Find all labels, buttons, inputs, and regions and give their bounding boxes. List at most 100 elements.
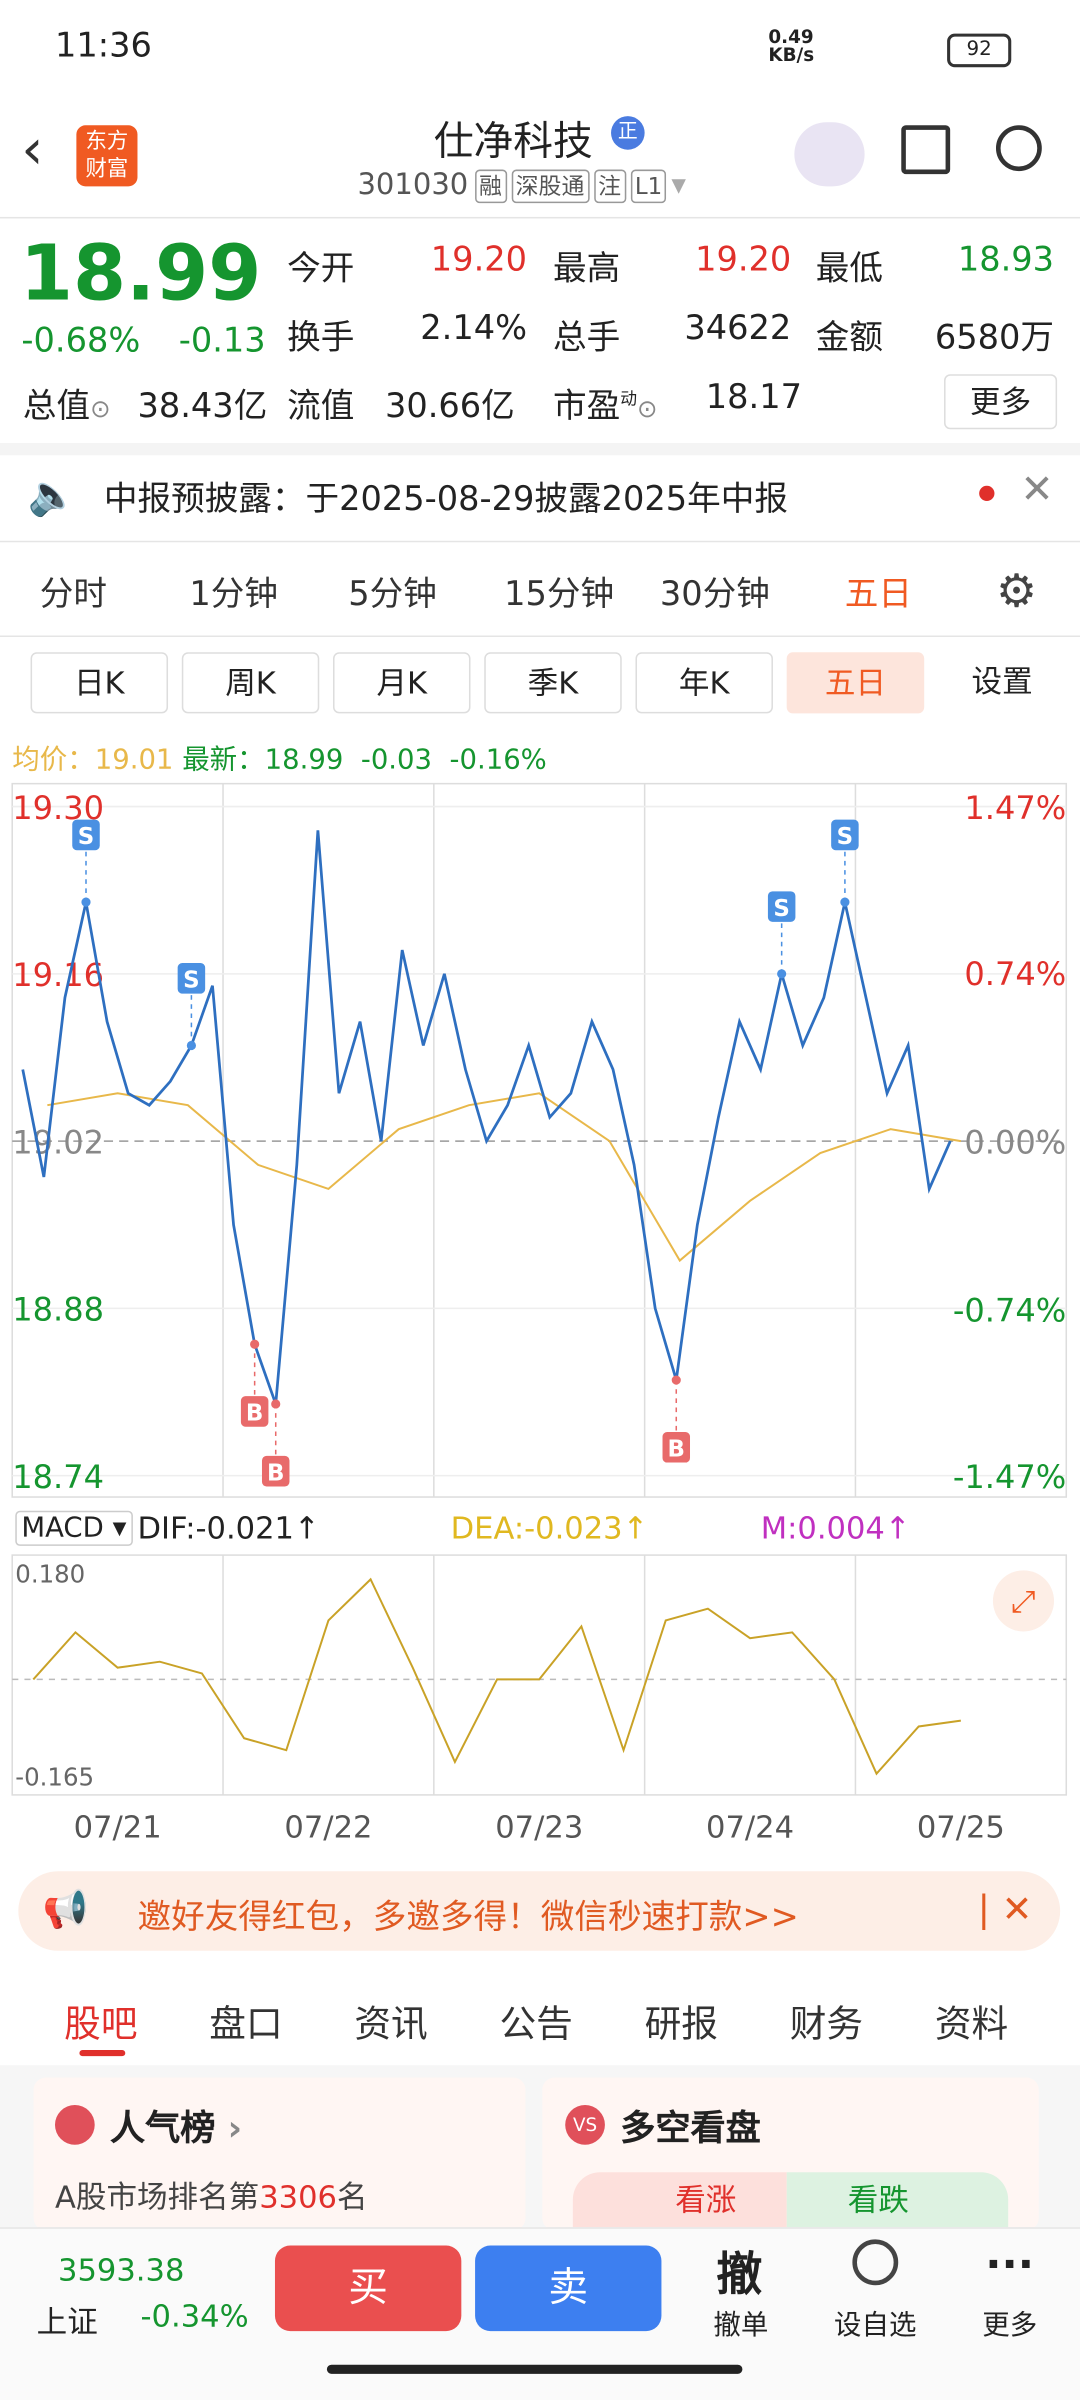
speed-unit: KB/s <box>768 44 815 66</box>
close-notice[interactable]: ✕ <box>1020 467 1054 514</box>
x-tick-label: 07/21 <box>74 1811 162 1846</box>
m-value: M:0.004↑ <box>760 1509 911 1546</box>
sell-button[interactable]: 卖 <box>475 2245 662 2332</box>
cancel-icon[interactable]: 撤 <box>716 2248 763 2303</box>
pe-sup: 动 <box>620 389 638 409</box>
section-tab[interactable]: 公告 <box>499 2002 573 2046</box>
period-tab[interactable]: 分时 <box>39 575 107 615</box>
index-value: 3593.38 <box>58 2251 185 2289</box>
more-button[interactable]: 更多 <box>944 374 1058 430</box>
section-tab[interactable]: 财务 <box>789 2002 864 2046</box>
y2-tick-label: -1.47% <box>953 1458 1066 1496</box>
watch-label[interactable]: 设自选 <box>834 2309 917 2342</box>
code-row: 301030 融深股通注 L1 ▾ <box>357 168 686 204</box>
tag: 注 <box>593 169 626 204</box>
section-tab[interactable]: 资料 <box>934 2002 1009 2046</box>
tab-underline <box>79 2050 126 2057</box>
last-price: 18.99 <box>19 229 262 318</box>
watch-icon[interactable] <box>852 2239 899 2286</box>
notice[interactable]: 中报预披露：于2025-08-29披露2025年中报 <box>103 481 788 520</box>
trade-label: S <box>837 824 854 850</box>
y-tick-label: 18.88 <box>12 1291 104 1329</box>
trade-badge <box>177 963 206 994</box>
y2-tick-label: 0.00% <box>964 1123 1066 1161</box>
trade-point <box>777 969 787 979</box>
dea: DEA:-0.023↑ <box>450 1509 649 1546</box>
kline-tab[interactable]: 五日 <box>786 652 925 714</box>
close-banner[interactable]: | ✕ <box>977 1888 1033 1931</box>
avg-label: 均价： <box>12 743 95 777</box>
field-label: 今开 <box>287 250 355 289</box>
tag: L1 <box>630 169 667 204</box>
index-name: 上证 <box>36 2303 98 2341</box>
period-tab[interactable]: 五日 <box>844 575 912 615</box>
macd-tick-label: 0.180 <box>15 1560 85 1589</box>
share-icon[interactable] <box>901 125 951 175</box>
trade-label: B <box>267 1460 284 1486</box>
section-tab[interactable]: 盘口 <box>209 2002 283 2046</box>
last: 18.99 <box>264 743 344 777</box>
period-tab[interactable]: 30分钟 <box>659 575 770 615</box>
rank-title-text: 人气榜 <box>109 2109 216 2150</box>
tag: 深股通 <box>511 169 589 204</box>
kline-tab[interactable]: 日K <box>30 652 169 714</box>
banner[interactable] <box>18 1871 1061 1951</box>
more-icon[interactable]: ··· <box>985 2239 1035 2290</box>
rank-unit: 名 <box>336 2178 368 2215</box>
x-tick-label: 07/22 <box>284 1811 372 1846</box>
gap <box>0 442 1080 456</box>
net-speed: 0.49 KB/s <box>768 27 814 64</box>
buy-button[interactable]: 买 <box>274 2245 462 2332</box>
period-tab[interactable]: 5分钟 <box>348 575 437 615</box>
rank-card[interactable] <box>33 2077 526 2231</box>
trade-badge <box>662 1431 691 1463</box>
more-label[interactable]: 更多 <box>982 2309 1038 2342</box>
change-pct: -0.68% <box>21 322 141 361</box>
up-label: 看涨 <box>675 2181 737 2219</box>
back-button[interactable]: ‹ <box>21 119 44 182</box>
field-value: 2.14% <box>420 310 528 349</box>
section-tab[interactable]: 研报 <box>644 2002 718 2046</box>
field-label: 最高 <box>552 250 621 289</box>
status-time: 11:36 <box>54 27 152 66</box>
megaphone-icon: 📢 <box>42 1888 89 1931</box>
search-icon[interactable] <box>995 125 1042 172</box>
macd-name: MACD <box>21 1512 104 1545</box>
kline-tab[interactable]: 年K <box>635 652 773 714</box>
kline-tab[interactable]: 月K <box>333 652 471 714</box>
trade-point <box>186 1040 196 1051</box>
cancel-label[interactable]: 撤单 <box>713 2309 769 2342</box>
rank-number: 3306 <box>259 2178 337 2215</box>
down-box[interactable] <box>786 2172 1009 2228</box>
period-tab[interactable]: 1分钟 <box>189 575 279 615</box>
section-tab[interactable]: 资讯 <box>354 2002 428 2046</box>
field-value: 34622 <box>684 310 792 349</box>
expand-button[interactable]: ⤢ <box>992 1570 1055 1632</box>
banner-text[interactable]: 邀好友得红包，多邀多得！微信秒速打款>> <box>137 1898 799 1937</box>
kline-tab[interactable]: 设置 <box>971 662 1033 700</box>
trade-badge <box>240 1396 269 1427</box>
divider <box>0 635 1080 638</box>
y2-tick-label: 0.74% <box>964 955 1066 993</box>
x-tick-label: 07/23 <box>495 1811 583 1846</box>
field-label: 总值 <box>22 388 91 427</box>
section-tab[interactable]: 股吧 <box>64 2002 138 2046</box>
field-label: 流值 <box>287 388 355 427</box>
up-box[interactable] <box>572 2172 787 2228</box>
kline-tab[interactable]: 周K <box>181 652 320 714</box>
stock-name: 仕净科技 <box>433 119 593 165</box>
dif: DIF:-0.021↑ <box>137 1509 320 1546</box>
logo[interactable]: 东方 财富 <box>76 125 138 187</box>
kline-tab[interactable]: 季K <box>484 652 622 714</box>
field-label: 换手 <box>287 319 355 358</box>
macd-tick-label: -0.165 <box>15 1763 94 1792</box>
period-tab[interactable]: 15分钟 <box>504 575 615 615</box>
settings-icon[interactable]: ⚙ <box>995 565 1038 619</box>
assistant-avatar[interactable] <box>794 122 865 187</box>
legend-change: -0.03 <box>360 743 433 777</box>
bull-title: 多空看盘 <box>620 2109 761 2150</box>
trade-label: S <box>78 824 95 850</box>
macd-selector[interactable]: MACD ▾ <box>15 1510 133 1546</box>
down-label: 看跌 <box>847 2181 909 2219</box>
